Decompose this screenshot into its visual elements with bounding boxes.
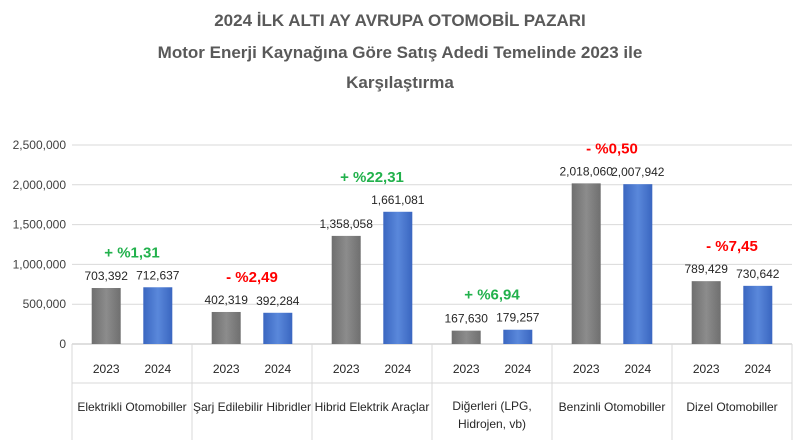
- bar-2023: [331, 235, 361, 344]
- x-year-label: 2023: [453, 362, 480, 376]
- x-year-label: 2024: [264, 362, 291, 376]
- x-category-label: Diğerleri (LPG,: [452, 399, 531, 413]
- chart-title: 2024 İLK ALTI AY AVRUPA OTOMOBİL PAZARI M…: [158, 11, 643, 92]
- bars: 703,392 712,637 + %1,31 402,319 392,284 - %2,…: [85, 140, 780, 344]
- x-category-label: Şarj Edilebilir Hibridler: [193, 400, 311, 414]
- data-label: 179,257: [496, 311, 540, 325]
- data-label: 2,007,942: [611, 165, 665, 179]
- y-tick-label: 500,000: [23, 297, 67, 311]
- data-label: 1,358,058: [320, 217, 374, 231]
- x-category-label: Hibrid Elektrik Araçlar: [315, 400, 430, 414]
- y-tick-label: 2,000,000: [13, 178, 67, 192]
- gridlines: [72, 144, 792, 345]
- bar-2024: [503, 329, 533, 344]
- data-label: 392,284: [256, 294, 300, 308]
- x-axis: 2023 2024 Elektrikli Otomobiller 2023 2024 Şa…: [71, 344, 793, 440]
- data-label: 1,661,081: [371, 193, 425, 207]
- change-annotation: - %2,49: [226, 269, 278, 286]
- bar-2024: [623, 184, 653, 344]
- x-category-label: Elektrikli Otomobiller: [77, 400, 186, 414]
- x-year-label: 2023: [333, 362, 360, 376]
- x-category-label: Benzinli Otomobiller: [559, 400, 666, 414]
- x-year-label: 2024: [384, 362, 411, 376]
- title-line-1: 2024 İLK ALTI AY AVRUPA OTOMOBİL PAZARI: [214, 11, 586, 30]
- bar-2023: [91, 288, 121, 344]
- x-year-label: 2023: [573, 362, 600, 376]
- change-annotation: - %0,50: [586, 140, 638, 157]
- y-axis: 0 500,000 1,000,000 1,500,000 2,000,000 2,500…: [13, 138, 67, 351]
- bar-2024: [743, 285, 773, 344]
- x-year-label: 2024: [504, 362, 531, 376]
- bar-2024: [143, 287, 173, 344]
- title-line-2: Motor Enerji Kaynağına Göre Satış Adedi …: [158, 43, 643, 62]
- data-label: 789,429: [685, 262, 729, 276]
- bar-2023: [211, 311, 241, 344]
- x-category-label: Hidrojen, vb): [458, 417, 526, 431]
- bar-2023: [571, 183, 601, 344]
- data-label: 402,319: [205, 293, 249, 307]
- x-year-label: 2023: [93, 362, 120, 376]
- change-annotation: + %22,31: [340, 169, 404, 186]
- x-year-label: 2024: [144, 362, 171, 376]
- y-tick-label: 2,500,000: [13, 138, 67, 152]
- x-category-label: Dizel Otomobiller: [686, 400, 777, 414]
- x-year-label: 2023: [213, 362, 240, 376]
- y-tick-label: 1,500,000: [13, 218, 67, 232]
- data-label: 730,642: [736, 267, 780, 281]
- x-year-label: 2024: [744, 362, 771, 376]
- bar-2023: [691, 281, 721, 344]
- bar-2023: [451, 330, 481, 344]
- bar-2024: [263, 312, 293, 344]
- bar-2024: [383, 211, 413, 344]
- x-year-label: 2024: [624, 362, 651, 376]
- y-tick-label: 0: [59, 337, 66, 351]
- data-label: 703,392: [85, 269, 129, 283]
- change-annotation: + %1,31: [104, 244, 159, 261]
- change-annotation: - %7,45: [706, 238, 758, 255]
- change-annotation: + %6,94: [464, 287, 520, 304]
- title-line-3: Karşılaştırma: [346, 73, 454, 92]
- data-label: 712,637: [136, 268, 180, 282]
- x-year-label: 2023: [693, 362, 720, 376]
- data-label: 167,630: [445, 312, 489, 326]
- data-label: 2,018,060: [560, 164, 614, 178]
- y-tick-label: 1,000,000: [13, 257, 67, 271]
